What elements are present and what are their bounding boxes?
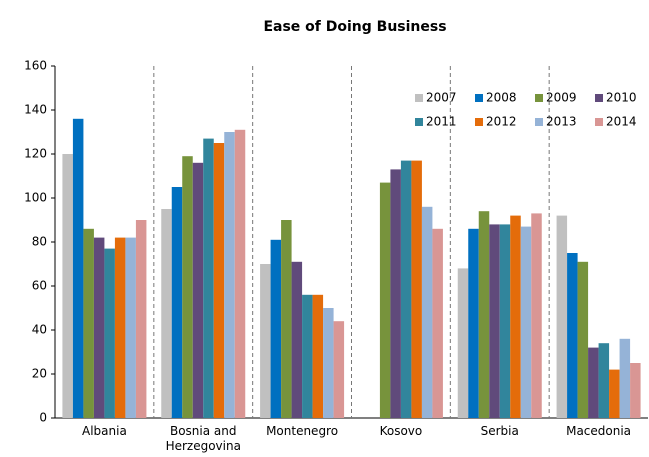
legend-swatch bbox=[595, 118, 603, 126]
bar bbox=[556, 215, 568, 418]
x-tick-label: Serbia bbox=[480, 424, 519, 438]
bar bbox=[104, 248, 115, 418]
bar bbox=[421, 206, 433, 418]
bar bbox=[520, 226, 532, 418]
bar bbox=[333, 321, 345, 418]
x-tick-label: Albania bbox=[82, 424, 127, 438]
legend-label: 2013 bbox=[546, 115, 577, 129]
bar bbox=[93, 237, 105, 418]
legend-swatch bbox=[475, 118, 483, 126]
bar bbox=[499, 224, 511, 418]
bar bbox=[192, 162, 204, 418]
bar bbox=[213, 143, 225, 418]
bar bbox=[182, 156, 193, 418]
bar bbox=[161, 209, 172, 418]
legend-label: 2007 bbox=[426, 91, 457, 105]
y-tick-label: 0 bbox=[39, 411, 47, 425]
bar bbox=[114, 237, 126, 418]
y-tick-label: 140 bbox=[24, 103, 47, 117]
legend-swatch bbox=[415, 94, 423, 102]
legend-swatch bbox=[475, 94, 483, 102]
bar bbox=[400, 160, 412, 418]
bar bbox=[171, 187, 183, 418]
bar bbox=[390, 169, 401, 418]
legend-label: 2011 bbox=[426, 115, 457, 129]
bar bbox=[510, 215, 521, 418]
legend-swatch bbox=[415, 118, 423, 126]
bar bbox=[411, 160, 422, 418]
bar bbox=[489, 224, 500, 418]
y-tick-label: 60 bbox=[32, 279, 47, 293]
x-tick-label: Kosovo bbox=[379, 424, 423, 438]
legend-label: 2008 bbox=[486, 91, 517, 105]
bar bbox=[203, 138, 214, 418]
y-tick-label: 160 bbox=[24, 59, 47, 73]
bar bbox=[312, 294, 324, 418]
x-tick-label: Montenegro bbox=[266, 424, 339, 438]
bar bbox=[478, 211, 490, 418]
y-tick-label: 80 bbox=[32, 235, 47, 249]
bar bbox=[630, 363, 641, 418]
legend-swatch bbox=[535, 118, 543, 126]
bar bbox=[468, 228, 479, 418]
bar bbox=[588, 347, 599, 418]
chart-title: Ease of Doing Business bbox=[263, 19, 446, 35]
bar bbox=[531, 213, 542, 418]
bar bbox=[379, 182, 391, 418]
legend-label: 2012 bbox=[486, 115, 517, 129]
bar bbox=[598, 343, 610, 418]
bar bbox=[135, 220, 147, 418]
y-tick-label: 100 bbox=[24, 191, 47, 205]
legend-label: 2014 bbox=[606, 115, 637, 129]
legend-swatch bbox=[535, 94, 543, 102]
legend-label: 2009 bbox=[546, 91, 577, 105]
bar bbox=[609, 369, 620, 418]
bar bbox=[302, 294, 313, 418]
y-tick-label: 120 bbox=[24, 147, 47, 161]
bar bbox=[234, 129, 246, 419]
bar bbox=[281, 220, 292, 418]
bar bbox=[270, 239, 282, 418]
bar bbox=[224, 132, 235, 418]
bar bbox=[291, 261, 303, 418]
x-tick-label: Macedonia bbox=[566, 424, 632, 438]
bar bbox=[432, 228, 443, 418]
bar bbox=[457, 268, 469, 418]
bar bbox=[125, 237, 136, 418]
y-tick-label: 20 bbox=[32, 367, 47, 381]
bar bbox=[619, 338, 631, 418]
bar bbox=[83, 228, 94, 418]
bar bbox=[323, 308, 334, 418]
y-tick-label: 40 bbox=[32, 323, 47, 337]
x-tick-label: Bosnia and Herzegovina bbox=[165, 424, 241, 453]
legend-swatch bbox=[595, 94, 603, 102]
legend-label: 2010 bbox=[606, 91, 637, 105]
bar bbox=[72, 118, 84, 419]
bar bbox=[577, 261, 589, 418]
bar bbox=[62, 154, 73, 418]
bar bbox=[260, 264, 271, 418]
bar bbox=[567, 253, 578, 418]
